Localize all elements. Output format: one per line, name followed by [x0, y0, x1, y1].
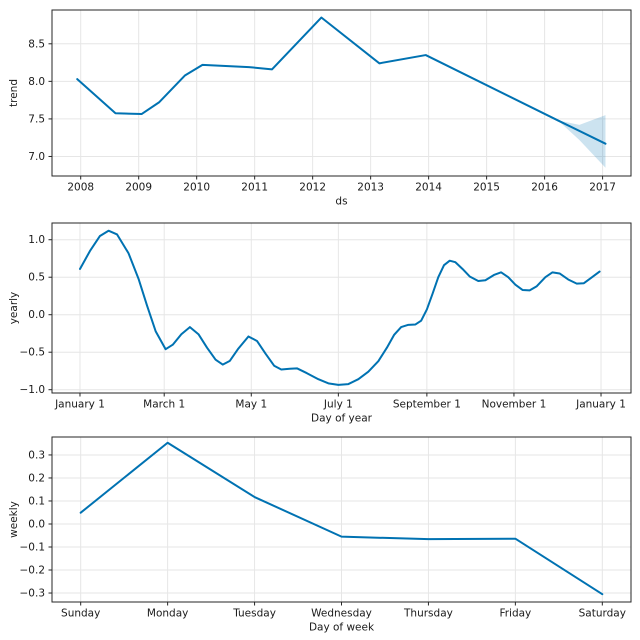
x-tick-label: 2016 [531, 182, 558, 194]
yearly-plot-border [51, 222, 632, 394]
y-tick-label: −0.2 [20, 565, 46, 577]
yearly-line [78, 229, 601, 386]
y-tick-label: 0.0 [28, 309, 45, 321]
y-tick-label: 1.0 [28, 234, 45, 246]
y-tick-label: 0.0 [28, 518, 45, 530]
x-tick-label: 2008 [67, 182, 94, 194]
x-tick-label: March 1 [143, 399, 185, 411]
x-tick-label: Tuesday [232, 608, 276, 620]
x-tick-label: Friday [499, 608, 531, 620]
x-tick-label: July 1 [323, 399, 353, 411]
y-tick-label: −1.0 [20, 384, 46, 396]
y-tick-label: 0.1 [28, 495, 45, 507]
x-tick-label: January 1 [54, 399, 105, 411]
weekly-axes: Sunday Monday Tuesday Wednesday Thursday Frid… [20, 449, 626, 619]
x-tick-label: 2014 [415, 182, 442, 194]
yearly-yaxis-label: yearly [8, 292, 20, 325]
yearly-grid [52, 223, 631, 393]
x-tick-label: November 1 [482, 399, 547, 411]
trend-xaxis-label: ds [335, 196, 347, 208]
x-tick-label: 2011 [241, 182, 268, 194]
x-tick-label: Thursday [403, 608, 453, 620]
yearly-subplot: January 1 March 1 May 1 July 1 September 1 No… [8, 222, 632, 425]
yearly-xaxis-label: Day of year [311, 413, 373, 425]
x-tick-label: Monday [147, 608, 188, 620]
trend-yaxis-label: trend [8, 79, 20, 107]
x-tick-label: 2017 [589, 182, 616, 194]
y-tick-label: 7.0 [28, 151, 45, 163]
trend-plot-border [51, 9, 632, 177]
y-tick-label: −0.5 [20, 347, 46, 359]
y-tick-label: 0.3 [28, 449, 45, 461]
weekly-subplot: Sunday Monday Tuesday Wednesday Thursday Frid… [8, 436, 632, 634]
y-tick-label: 7.5 [28, 113, 45, 125]
weekly-grid [52, 437, 631, 602]
x-tick-label: Saturday [579, 608, 626, 620]
yearly-axes: January 1 March 1 May 1 July 1 September 1 No… [20, 234, 626, 410]
y-tick-label: 8.0 [28, 76, 45, 88]
x-tick-label: Sunday [61, 608, 100, 620]
weekly-line [79, 441, 604, 596]
x-tick-label: 2010 [183, 182, 210, 194]
x-tick-label: January 1 [575, 399, 626, 411]
y-tick-label: −0.3 [20, 588, 46, 600]
weekly-yaxis-label: weekly [8, 501, 20, 538]
weekly-xaxis-label: Day of week [309, 622, 375, 634]
trend-subplot: 2008 2009 2010 2011 2012 2013 2014 2015 2016 2017… [8, 9, 632, 208]
trend-axes: 2008 2009 2010 2011 2012 2013 2014 2015 2016 2017… [28, 38, 616, 193]
y-tick-label: −0.1 [20, 542, 46, 554]
x-tick-label: 2015 [473, 182, 500, 194]
x-tick-label: 2009 [125, 182, 152, 194]
y-tick-label: 0.2 [28, 472, 45, 484]
x-tick-label: 2012 [299, 182, 326, 194]
y-tick-label: 0.5 [28, 272, 45, 284]
x-tick-label: May 1 [235, 399, 267, 411]
trend-line [76, 16, 607, 145]
x-tick-label: September 1 [393, 399, 461, 411]
trend-uncertainty-band [557, 115, 606, 168]
x-tick-label: Wednesday [311, 608, 372, 620]
x-tick-label: 2013 [357, 182, 384, 194]
trend-grid [52, 10, 631, 176]
y-tick-label: 8.5 [28, 38, 45, 50]
